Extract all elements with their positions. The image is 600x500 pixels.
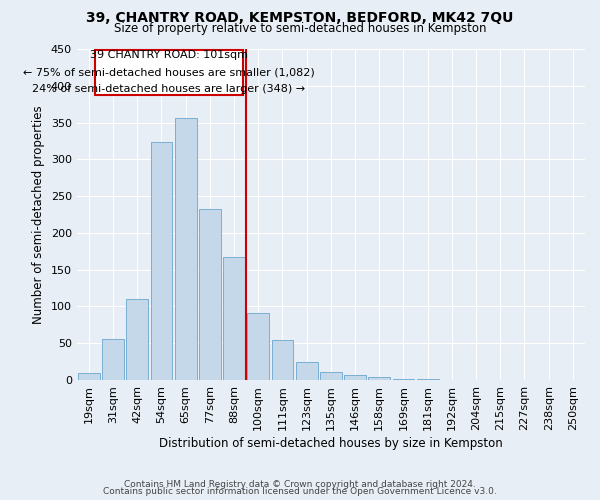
Text: Contains public sector information licensed under the Open Government Licence v3: Contains public sector information licen… xyxy=(103,487,497,496)
Bar xyxy=(344,375,366,380)
Bar xyxy=(247,313,269,380)
Bar xyxy=(296,362,317,380)
Bar xyxy=(320,372,342,380)
Bar xyxy=(151,142,172,380)
Bar xyxy=(223,257,245,380)
Bar xyxy=(392,378,415,380)
Text: 39 CHANTRY ROAD: 101sqm: 39 CHANTRY ROAD: 101sqm xyxy=(90,50,248,60)
Text: 24% of semi-detached houses are larger (348) →: 24% of semi-detached houses are larger (… xyxy=(32,84,305,94)
Bar xyxy=(199,208,221,380)
X-axis label: Distribution of semi-detached houses by size in Kempston: Distribution of semi-detached houses by … xyxy=(159,437,503,450)
Bar xyxy=(127,299,148,380)
Bar xyxy=(78,374,100,380)
Text: Contains HM Land Registry data © Crown copyright and database right 2024.: Contains HM Land Registry data © Crown c… xyxy=(124,480,476,489)
Bar xyxy=(175,118,197,380)
Bar xyxy=(272,340,293,380)
Y-axis label: Number of semi-detached properties: Number of semi-detached properties xyxy=(32,105,45,324)
Text: 39, CHANTRY ROAD, KEMPSTON, BEDFORD, MK42 7QU: 39, CHANTRY ROAD, KEMPSTON, BEDFORD, MK4… xyxy=(86,11,514,25)
Bar xyxy=(368,377,390,380)
Bar xyxy=(102,339,124,380)
Bar xyxy=(95,50,242,94)
Text: Size of property relative to semi-detached houses in Kempston: Size of property relative to semi-detach… xyxy=(114,22,486,35)
Text: ← 75% of semi-detached houses are smaller (1,082): ← 75% of semi-detached houses are smalle… xyxy=(23,68,314,78)
